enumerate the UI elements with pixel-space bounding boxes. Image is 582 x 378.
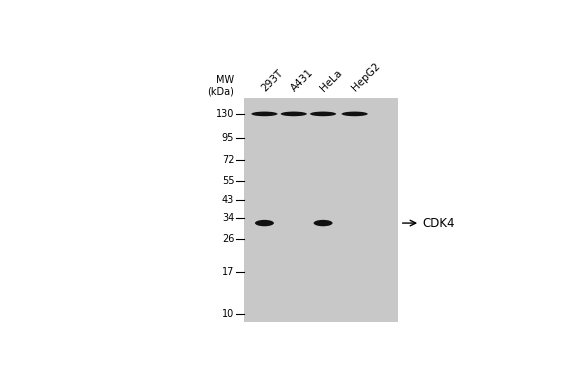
Text: A431: A431 xyxy=(289,67,315,93)
Text: 43: 43 xyxy=(222,195,234,205)
Text: 55: 55 xyxy=(222,176,234,186)
Ellipse shape xyxy=(342,112,368,116)
Ellipse shape xyxy=(314,220,332,226)
Ellipse shape xyxy=(310,112,336,116)
Text: 34: 34 xyxy=(222,213,234,223)
Text: 10: 10 xyxy=(222,309,234,319)
Ellipse shape xyxy=(281,112,307,116)
Text: 293T: 293T xyxy=(260,68,285,93)
Text: CDK4: CDK4 xyxy=(423,217,455,229)
Text: MW
(kDa): MW (kDa) xyxy=(207,75,234,96)
Text: 17: 17 xyxy=(222,267,234,277)
Text: HeLa: HeLa xyxy=(318,68,344,93)
Ellipse shape xyxy=(255,220,274,226)
Ellipse shape xyxy=(251,112,278,116)
Text: 72: 72 xyxy=(222,155,234,165)
Bar xyxy=(244,98,398,322)
Text: 130: 130 xyxy=(216,109,234,119)
Text: 95: 95 xyxy=(222,133,234,143)
Text: 26: 26 xyxy=(222,234,234,244)
Text: HepG2: HepG2 xyxy=(350,61,382,93)
